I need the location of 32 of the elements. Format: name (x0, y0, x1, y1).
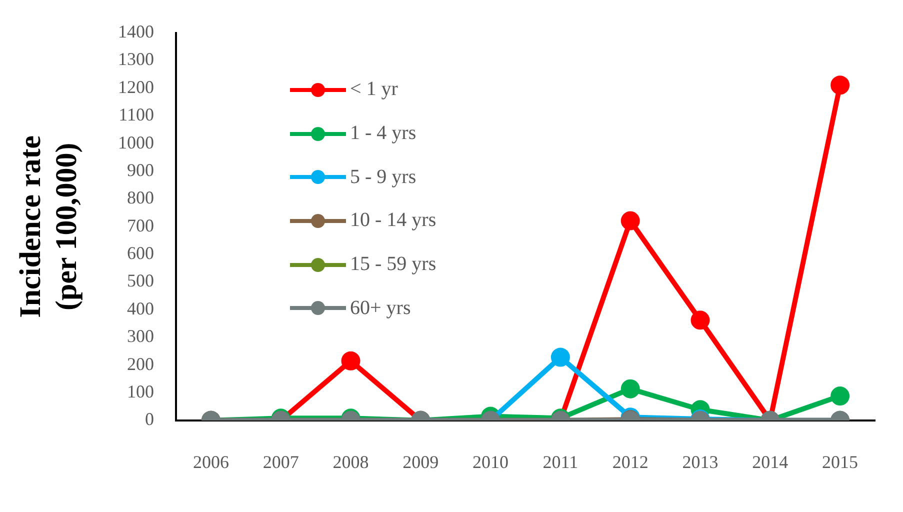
y-tick-label: 100 (127, 381, 154, 402)
y-tick-label: 1000 (118, 132, 154, 152)
legend-label: 10 - 14 yrs (350, 209, 436, 232)
x-tick-label: 2013 (682, 452, 718, 472)
x-tick-label: 2007 (262, 452, 299, 472)
legend-label: < 1 yr (350, 78, 398, 102)
y-axis-title: Incidence rate (per 100,000) (14, 135, 83, 318)
x-tick-label: 2014 (752, 452, 788, 472)
y-tick-label: 1400 (118, 22, 154, 42)
y-tick-label: 1200 (118, 76, 154, 97)
x-tick-label: 2015 (822, 452, 858, 472)
x-tick-label: 2011 (542, 452, 578, 472)
x-tick-label: 2009 (402, 452, 439, 472)
legend-label: 15 - 59 yrs (350, 253, 436, 276)
y-tick-label: 400 (127, 298, 154, 318)
y-tick-label: 0 (145, 409, 154, 430)
legend-label: 60+ yrs (350, 296, 411, 320)
x-tick-label: 2012 (612, 452, 648, 472)
y-tick-label: 500 (127, 270, 154, 291)
legend-label: 1 - 4 yrs (350, 122, 416, 146)
y-tick-label: 600 (127, 243, 154, 264)
legend-label: 5 - 9 yrs (350, 166, 416, 189)
y-tick-label: 300 (127, 326, 154, 346)
y-tick-label: 1100 (118, 104, 154, 125)
x-tick-label: 2008 (332, 452, 369, 472)
y-tick-label: 200 (127, 354, 154, 374)
x-tick-label: 2010 (472, 452, 509, 472)
y-tick-label: 800 (127, 188, 154, 208)
y-tick-label: 700 (127, 215, 154, 236)
y-tick-label: 1300 (118, 49, 154, 70)
y-tick-label: 900 (127, 160, 154, 180)
x-tick-label: 2006 (192, 452, 229, 472)
